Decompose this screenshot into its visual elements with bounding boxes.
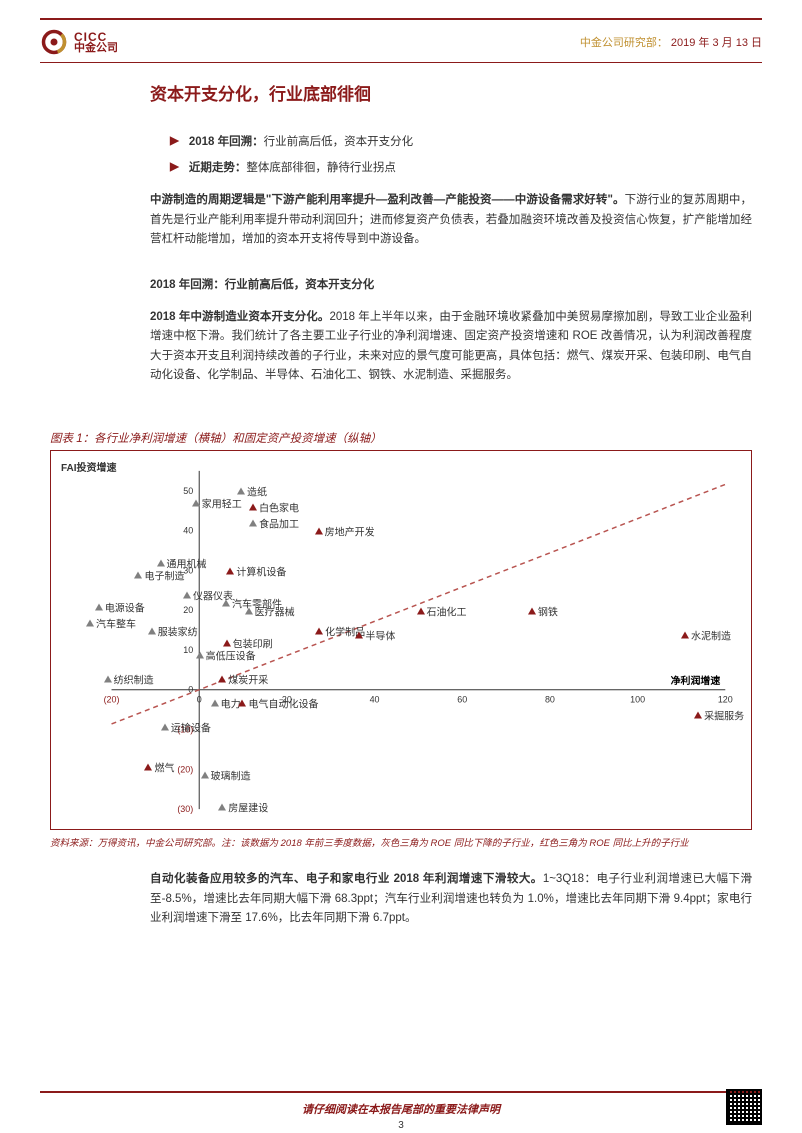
data-point: 电气自动化设备 xyxy=(238,696,318,711)
para1-bold: 中游制造的周期逻辑是"下游产能利用率提升—盈利改善—产能投资——中游设备需求好转… xyxy=(150,194,625,206)
svg-text:净利润增速: 净利润增速 xyxy=(671,674,721,687)
paragraph-3: 自动化装备应用较多的汽车、电子和家电行业 2018 年利润增速下滑较大。1~3Q… xyxy=(150,870,752,929)
logo: CICC 中金公司 xyxy=(40,28,118,56)
svg-text:40: 40 xyxy=(370,695,380,705)
main-content: 资本开支分化，行业底部徘徊 ▶ 2018 年回溯：行业前高后低，资本开支分化 ▶ 近期… xyxy=(150,80,752,386)
data-point: 电源设备 xyxy=(95,600,145,615)
data-point: 房地产开发 xyxy=(315,524,375,539)
bullet-text: 2018 年回溯：行业前高后低，资本开支分化 xyxy=(189,133,413,149)
data-point: 高低压设备 xyxy=(196,648,256,663)
top-rule xyxy=(40,18,762,20)
logo-text-cn: 中金公司 xyxy=(74,43,118,54)
header: CICC 中金公司 中金公司研究部： 2019 年 3 月 13 日 xyxy=(40,28,762,56)
svg-text:60: 60 xyxy=(457,695,467,705)
svg-text:80: 80 xyxy=(545,695,555,705)
para2-bold: 2018 年中游制造业资本开支分化。 xyxy=(150,311,329,323)
footer-rule xyxy=(40,1091,762,1093)
data-point: 钢铁 xyxy=(528,604,558,619)
svg-text:(30): (30) xyxy=(177,804,193,814)
header-date: 2019 年 3 月 13 日 xyxy=(671,37,762,49)
data-point: 石油化工 xyxy=(417,604,467,619)
data-point: 家用轻工 xyxy=(192,496,242,511)
data-point: 纺织制造 xyxy=(104,672,154,687)
data-point: 服装家纺 xyxy=(148,624,198,639)
svg-text:(20): (20) xyxy=(104,695,120,705)
bullet-1: ▶ 近期走势：整体底部徘徊，静待行业拐点 xyxy=(150,159,752,175)
y-axis-label: FAI投资增速 xyxy=(61,459,117,474)
data-point: 玻璃制造 xyxy=(201,768,251,783)
qr-code-icon xyxy=(726,1089,762,1125)
data-point: 电子制造 xyxy=(134,568,184,583)
header-dept: 中金公司研究部： xyxy=(580,37,668,49)
cicc-logo-icon xyxy=(40,28,68,56)
chart-source: 资料来源：万得资讯，中金公司研究部。注：该数据为 2018 年前三季度数据，灰色… xyxy=(50,835,752,849)
svg-text:40: 40 xyxy=(183,526,193,536)
figure-caption: 图表 1：各行业净利润增速（横轴）和固定资产投资增速（纵轴） xyxy=(50,430,382,446)
data-point: 采掘服务 xyxy=(694,708,744,723)
svg-text:20: 20 xyxy=(183,605,193,615)
scatter-chart: FAI投资增速 (30)(20)(10)01020304050(20)02040… xyxy=(50,450,752,830)
svg-text:0: 0 xyxy=(197,695,202,705)
data-point: 燃气 xyxy=(144,760,174,775)
data-point: 水泥制造 xyxy=(681,628,731,643)
page-number: 3 xyxy=(0,1120,802,1131)
header-info: 中金公司研究部： 2019 年 3 月 13 日 xyxy=(580,34,762,50)
svg-text:(20): (20) xyxy=(177,764,193,774)
data-point: 煤炭开采 xyxy=(218,672,268,687)
data-point: 电力 xyxy=(211,696,241,711)
section-heading-1: 2018 年回溯：行业前高后低，资本开支分化 xyxy=(150,276,752,292)
bullet-arrow-icon: ▶ xyxy=(170,159,179,175)
footer: 请仔细阅读在本报告尾部的重要法律声明 3 xyxy=(0,1091,802,1133)
page-title: 资本开支分化，行业底部徘徊 xyxy=(150,80,752,105)
svg-text:50: 50 xyxy=(183,486,193,496)
bullet-text: 近期走势：整体底部徘徊，静待行业拐点 xyxy=(189,159,396,175)
logo-text-en: CICC xyxy=(74,31,118,43)
data-point: 汽车整车 xyxy=(86,616,136,631)
content-after-chart: 自动化装备应用较多的汽车、电子和家电行业 2018 年利润增速下滑较大。1~3Q… xyxy=(150,870,752,929)
data-point: 白色家电 xyxy=(249,500,299,515)
bullet-0: ▶ 2018 年回溯：行业前高后低，资本开支分化 xyxy=(150,133,752,149)
paragraph-2: 2018 年中游制造业资本开支分化。2018 年上半年以来，由于金融环境收紧叠加… xyxy=(150,308,752,386)
header-rule xyxy=(40,62,762,63)
paragraph-1: 中游制造的周期逻辑是"下游产能利用率提升—盈利改善—产能投资——中游设备需求好转… xyxy=(150,191,752,250)
para3-bold: 自动化装备应用较多的汽车、电子和家电行业 2018 年利润增速下滑较大。 xyxy=(150,873,543,885)
svg-text:120: 120 xyxy=(718,695,733,705)
footer-disclaimer: 请仔细阅读在本报告尾部的重要法律声明 xyxy=(0,1101,802,1117)
data-point: 医疗器械 xyxy=(245,604,295,619)
svg-text:0: 0 xyxy=(188,685,193,695)
data-point: 食品加工 xyxy=(249,516,299,531)
data-point: 半导体 xyxy=(355,628,395,643)
data-point: 房屋建设 xyxy=(218,800,268,815)
data-point: 运输设备 xyxy=(161,720,211,735)
bullet-arrow-icon: ▶ xyxy=(170,133,179,149)
svg-text:10: 10 xyxy=(183,645,193,655)
data-point: 计算机设备 xyxy=(226,564,286,579)
svg-text:100: 100 xyxy=(630,695,645,705)
